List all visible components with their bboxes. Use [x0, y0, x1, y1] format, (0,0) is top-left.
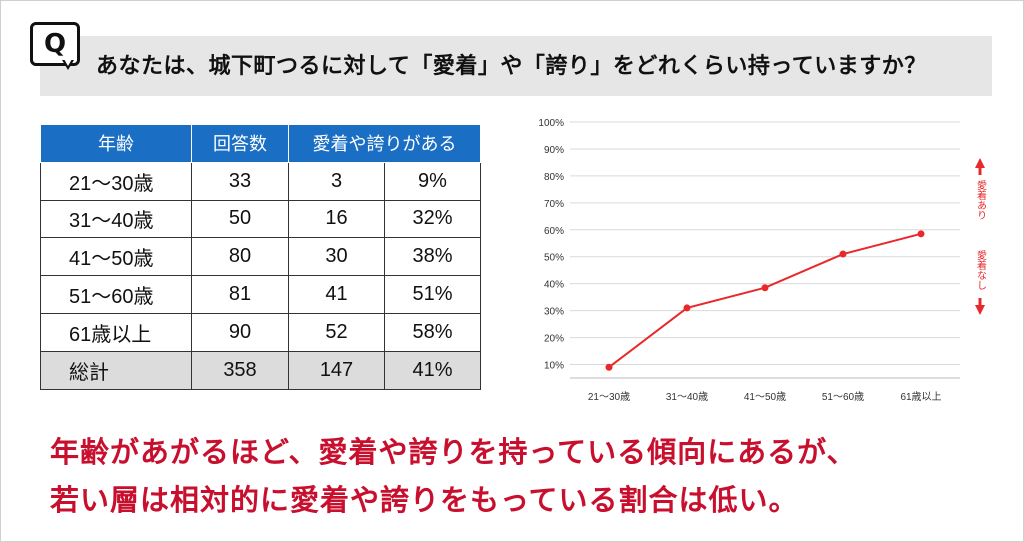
cell-yes: 52 [288, 312, 385, 352]
y-tick-label: 100% [538, 118, 564, 129]
arrow-down-icon [975, 305, 985, 315]
arrow-down-shaft [978, 298, 982, 306]
table-row: 31～40歳 50 16 32% [40, 199, 481, 239]
table-row: 41～50歳 80 30 38% [40, 237, 481, 277]
results-table: 年齢 回答数 愛着や誇りがある 21～30歳 33 3 9% 31～40歳 50… [40, 124, 481, 390]
header-count: 回答数 [191, 124, 289, 163]
data-point [839, 250, 847, 258]
cell-pct: 51% [384, 275, 481, 314]
cell-pct: 38% [384, 237, 481, 277]
table-total-row: 総計 358 147 41% [40, 350, 481, 390]
cell-age: 61歳以上 [40, 312, 192, 352]
y-tick-label: 50% [544, 253, 564, 264]
y-tick-label: 40% [544, 280, 564, 291]
x-tick-label: 21～30歳 [588, 391, 630, 403]
series-line [608, 232, 922, 369]
y-tick-label: 90% [544, 145, 564, 156]
cell-age: 31～40歳 [40, 199, 192, 239]
cell-pct: 58% [384, 312, 481, 352]
chart-x-ticks: 21～30歳 31～40歳 41～50歳 51～60歳 61歳以上 [588, 391, 942, 403]
line-chart: 10% 20% 30% 40% 50% 60% 70% 80% 90% 100% 21～30歳 31… [538, 118, 987, 403]
cell-count: 358 [191, 350, 289, 390]
arrow-up-icon [975, 158, 985, 168]
conclusion-text: 年齢があがるほど、愛着や誇りを持っている傾向にあるが、 若い層は相対的に愛着や誇… [50, 428, 857, 524]
cell-count: 90 [191, 312, 289, 352]
table-row: 61歳以上 90 52 58% [40, 312, 481, 352]
cell-pct: 9% [384, 161, 481, 201]
side-label-bottom: 愛着なし [975, 249, 987, 290]
cell-age: 51～60歳 [40, 275, 192, 314]
cell-yes: 30 [288, 237, 385, 277]
chart-gridlines [570, 121, 960, 379]
x-tick-label: 41～50歳 [744, 391, 786, 403]
x-tick-label: 51～60歳 [822, 391, 864, 403]
cell-yes: 16 [288, 199, 385, 239]
table-header-row: 年齢 回答数 愛着や誇りがある [40, 124, 481, 163]
data-point [683, 304, 691, 312]
conclusion-line-2: 若い層は相対的に愛着や誇りをもっている割合は低い。 [50, 483, 799, 517]
cell-pct: 32% [384, 199, 481, 239]
cell-count: 80 [191, 237, 289, 277]
question-text: あなたは、城下町つるに対して「愛着」や「誇り」をどれくらい持っていますか？ [96, 54, 927, 79]
y-tick-label: 20% [544, 334, 564, 345]
x-tick-label: 61歳以上 [900, 391, 941, 403]
cell-yes: 41 [288, 275, 385, 314]
chart-series [605, 230, 925, 371]
y-tick-label: 30% [544, 307, 564, 318]
chart-y-ticks: 10% 20% 30% 40% 50% 60% 70% 80% 90% 100% [538, 118, 564, 372]
data-point [761, 284, 769, 292]
question-badge-letter: Q [43, 29, 67, 59]
question-bubble-icon [30, 22, 80, 66]
cell-yes: 147 [288, 350, 385, 390]
data-point [605, 363, 613, 371]
x-tick-label: 31～40歳 [666, 391, 708, 403]
cell-count: 50 [191, 199, 289, 239]
cell-pct: 41% [384, 350, 481, 390]
side-label-top: 愛着あり [975, 179, 987, 220]
table-row: 51～60歳 81 41 51% [40, 275, 481, 314]
y-tick-label: 80% [544, 172, 564, 183]
arrow-up-shaft [978, 167, 982, 175]
y-tick-label: 10% [544, 361, 564, 372]
y-tick-label: 60% [544, 226, 564, 237]
header-attached: 愛着や誇りがある [288, 124, 481, 163]
y-tick-label: 70% [544, 199, 564, 210]
conclusion-line-1: 年齢があがるほど、愛着や誇りを持っている傾向にあるが、 [50, 435, 857, 469]
data-point [917, 230, 925, 238]
cell-count: 81 [191, 275, 289, 314]
cell-count: 33 [191, 161, 289, 201]
cell-age: 41～50歳 [40, 237, 192, 277]
cell-age: 総計 [40, 350, 192, 390]
cell-age: 21～30歳 [40, 161, 192, 201]
table-row: 21～30歳 33 3 9% [40, 161, 481, 201]
cell-yes: 3 [288, 161, 385, 201]
header-age: 年齢 [40, 124, 192, 163]
question-banner [40, 36, 992, 96]
question-bubble-tail-inner [64, 59, 72, 66]
